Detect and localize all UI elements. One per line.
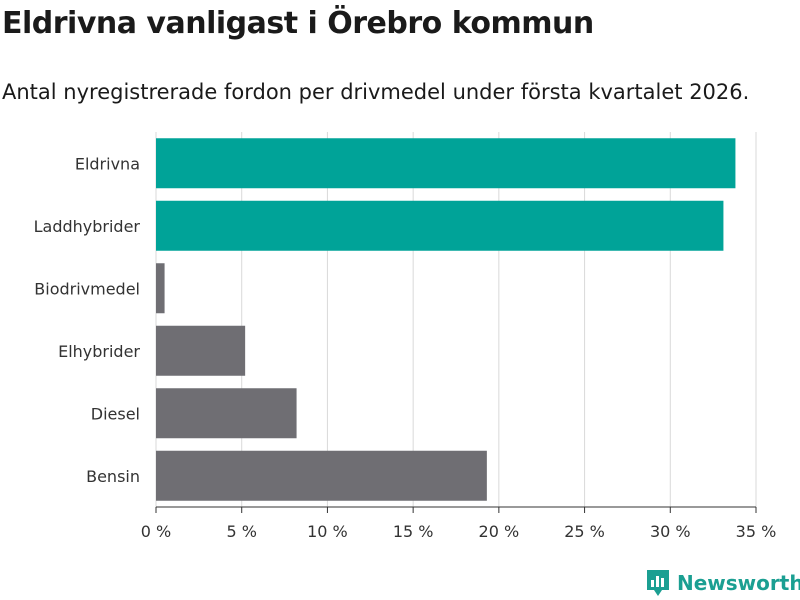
category-label: Bensin bbox=[86, 467, 140, 486]
bar-diesel bbox=[156, 388, 297, 439]
category-labels: Eldrivna Laddhybrider Biodrivmedel Elhybrid… bbox=[34, 154, 141, 486]
x-tick-label: 10 % bbox=[307, 522, 348, 541]
category-label: Eldrivna bbox=[75, 154, 140, 173]
x-tick-label: 35 % bbox=[736, 522, 777, 541]
category-label: Laddhybrider bbox=[34, 217, 141, 236]
x-tick-label: 15 % bbox=[393, 522, 434, 541]
bar-bensin bbox=[156, 450, 487, 501]
grid-lines bbox=[155, 132, 757, 507]
x-tick-label: 5 % bbox=[226, 522, 256, 541]
brand-name: Newsworthy bbox=[677, 571, 800, 595]
bar-biodrivmedel bbox=[156, 263, 165, 314]
category-label: Biodrivmedel bbox=[34, 279, 140, 298]
x-tick-label: 0 % bbox=[141, 522, 171, 541]
newsworthy-logo-icon bbox=[647, 570, 669, 596]
bar-laddhybrider bbox=[156, 200, 724, 251]
bar-eldrivna bbox=[156, 138, 736, 189]
newsworthy-logo: Newsworthy bbox=[645, 568, 800, 598]
category-label: Diesel bbox=[91, 404, 140, 423]
category-label: Elhybrider bbox=[58, 342, 140, 361]
x-tick-label: 30 % bbox=[650, 522, 691, 541]
x-tick-label: 20 % bbox=[479, 522, 520, 541]
chart-subtitle: Antal nyregistrerade fordon per drivmede… bbox=[2, 80, 750, 104]
bars bbox=[156, 138, 736, 501]
bar-elhybrider bbox=[156, 325, 246, 376]
chart-title: Eldrivna vanligast i Örebro kommun bbox=[2, 6, 594, 41]
x-tick-label: 25 % bbox=[564, 522, 605, 541]
x-axis: 0 % 5 % 10 % 15 % 20 % 25 % 30 % 35 % bbox=[141, 506, 777, 541]
